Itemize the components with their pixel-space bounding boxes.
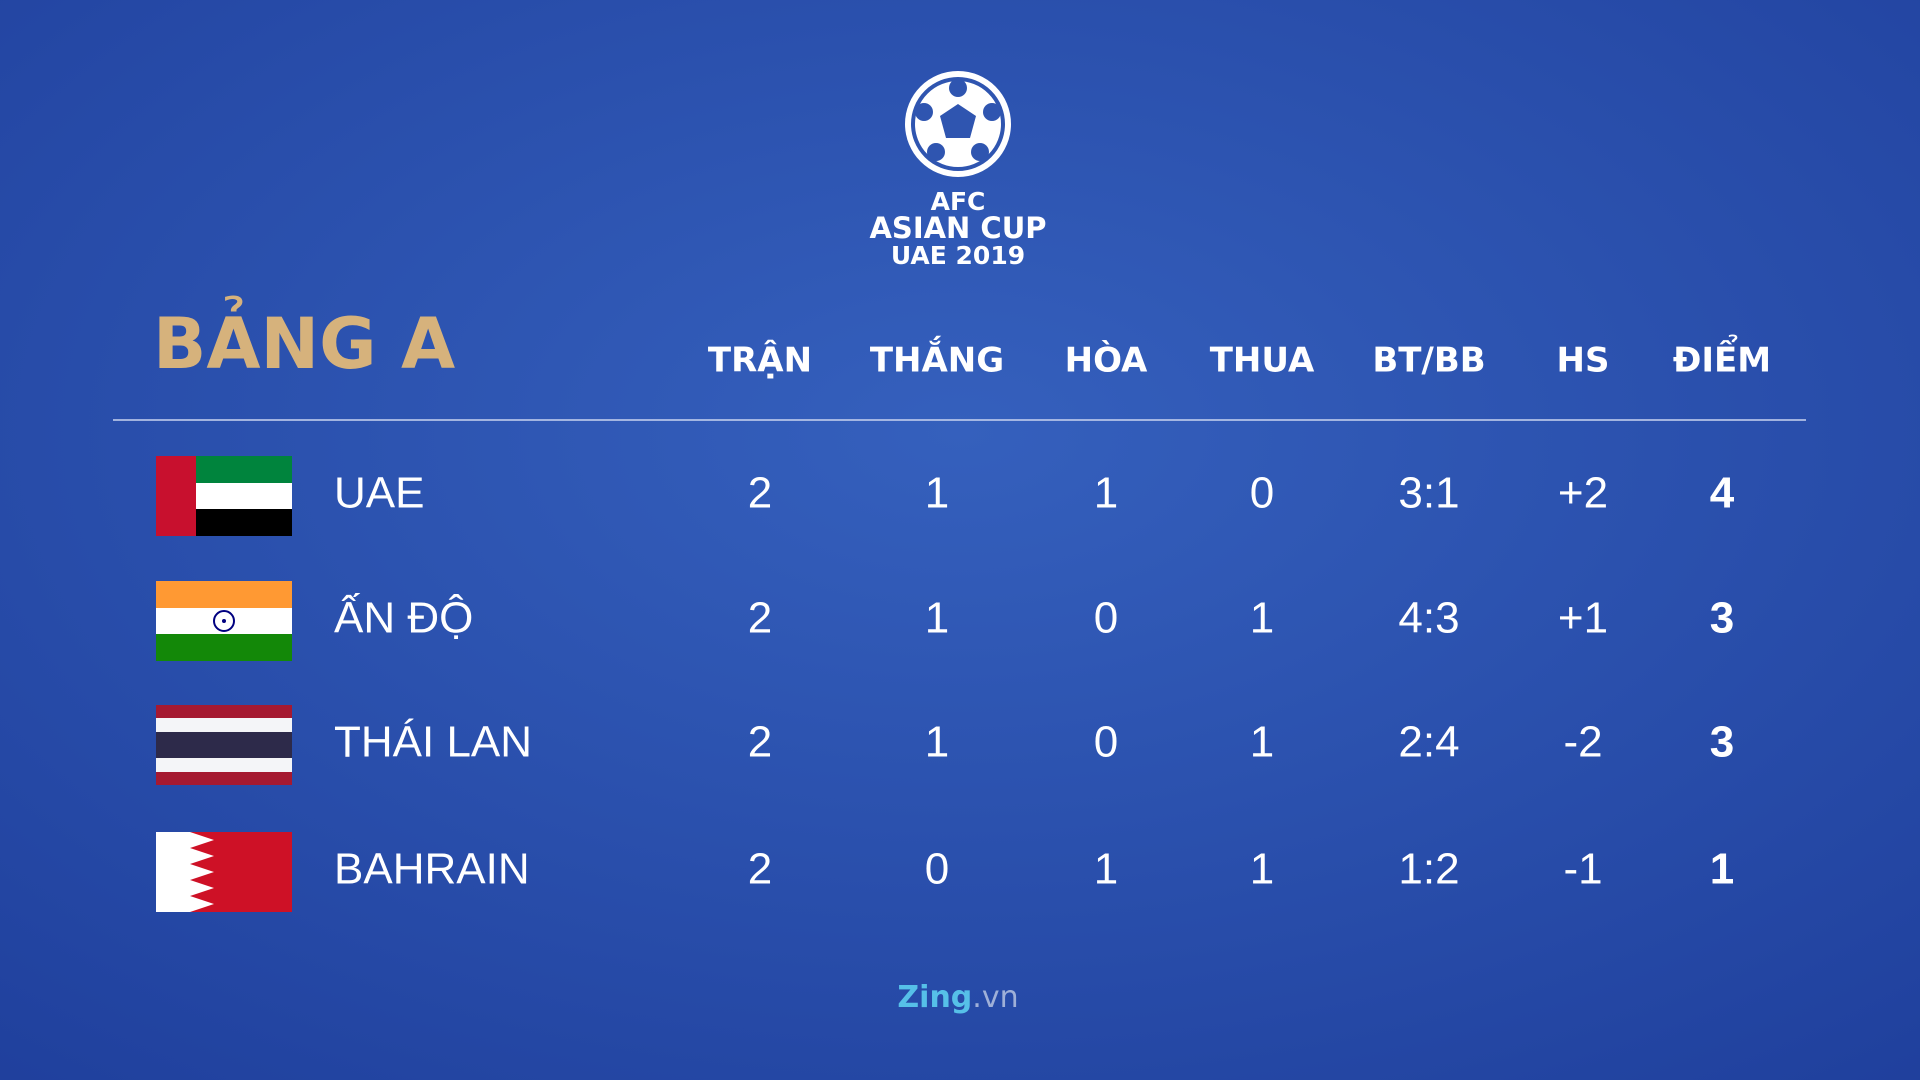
table-cell: 1 [925,594,949,643]
table-cell: 2 [748,469,772,518]
flag-thailand [156,705,292,785]
table-cell: 1 [1250,845,1274,894]
column-header: HS [1557,341,1610,381]
footer-brand: Zing.vn [897,980,1018,1015]
brand: Zing [897,980,972,1015]
logo: AFC ASIAN CUP UAE 2019 [869,71,1047,270]
team-name: BAHRAIN [334,845,530,894]
table-cell: 3 [1710,594,1734,643]
table-cell: 0 [1250,469,1274,518]
flag-uae [156,456,292,536]
flag-india [156,581,292,661]
table-cell: 1 [1094,845,1118,894]
table-cell: -1 [1563,845,1602,894]
table-cell: 1 [925,718,949,767]
logo-line: UAE 2019 [891,241,1025,270]
column-header: BT/BB [1372,341,1485,381]
table-cell: +1 [1558,594,1608,643]
table-cell: 1 [1250,718,1274,767]
table-cell: 2 [748,594,772,643]
logo-line: AFC [931,187,986,216]
table-cell: 0 [925,845,949,894]
flag-bahrain [156,832,292,912]
table-cell: 1:2 [1398,845,1459,894]
table-cell: 1 [925,469,949,518]
table-cell: 4 [1710,469,1735,518]
table-cell: 2:4 [1398,718,1459,767]
table-cell: 1 [1250,594,1274,643]
table-cell: 1 [1094,469,1118,518]
table-cell: +2 [1558,469,1608,518]
table-cell: 4:3 [1398,594,1459,643]
flags [156,456,292,912]
table-cell: -2 [1563,718,1602,767]
table-cell: 0 [1094,718,1118,767]
column-header: THẮNG [870,336,1004,381]
column-header: TRẬN [708,340,812,381]
table-cell: 3:1 [1398,469,1459,518]
group-title: BẢNG A [153,297,455,385]
team-name: ẤN ĐỘ [334,593,473,643]
logo-line: ASIAN CUP [869,211,1046,245]
table-cell: 2 [748,845,772,894]
column-header: THUA [1210,341,1315,381]
column-header: HÒA [1065,340,1148,381]
domain: .vn [972,980,1018,1015]
table-cell: 2 [748,718,772,767]
team-name: UAE [334,469,424,518]
table-cell: 3 [1710,718,1734,767]
team-name: THÁI LAN [334,718,532,767]
table-cell: 0 [1094,594,1118,643]
column-header: ĐIỂM [1673,335,1771,381]
table-cell: 1 [1710,845,1734,894]
